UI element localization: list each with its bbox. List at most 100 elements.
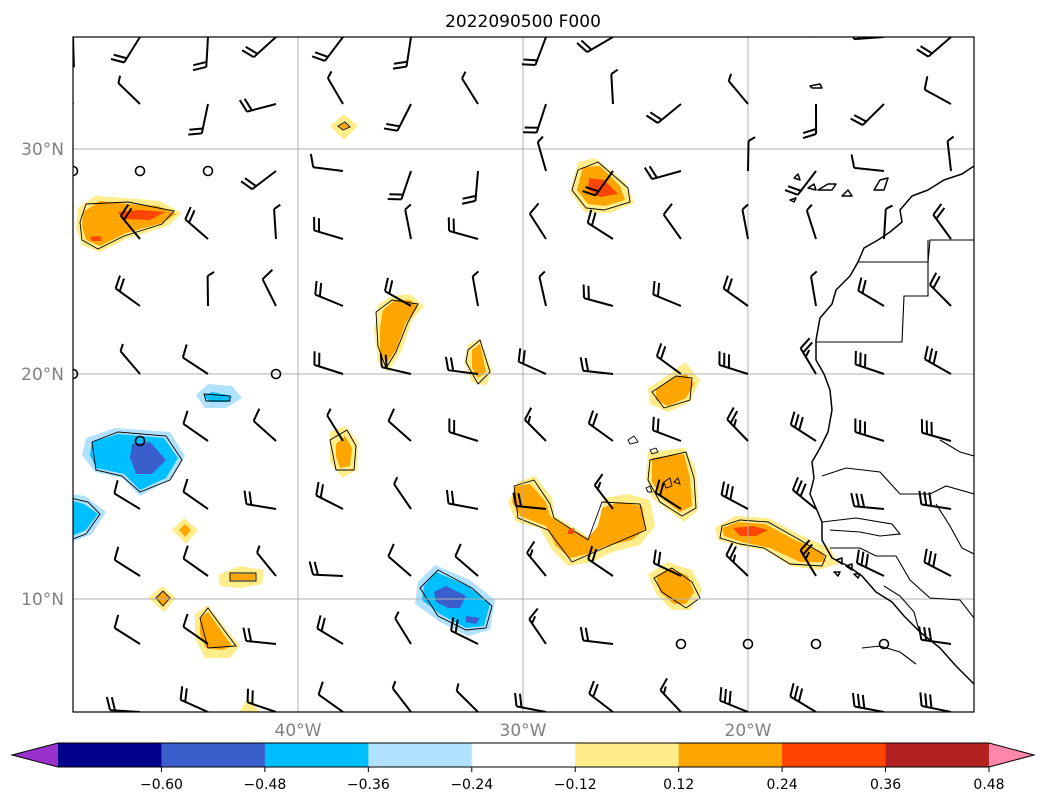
wind-barb bbox=[918, 626, 952, 645]
anomaly-region-positive bbox=[329, 426, 357, 478]
wind-barb bbox=[110, 37, 141, 64]
wind-barb bbox=[455, 683, 479, 712]
wind-barb bbox=[317, 681, 344, 712]
colorbar-tick-label: −0.12 bbox=[554, 777, 597, 793]
wind-barb bbox=[923, 345, 952, 375]
colorbar-tick-label: −0.24 bbox=[450, 777, 493, 793]
wind-barb bbox=[784, 170, 817, 196]
wind-barb bbox=[718, 351, 749, 375]
wind-barb bbox=[659, 677, 682, 712]
wind-barb bbox=[528, 202, 547, 240]
colorbar-extend-high bbox=[989, 743, 1034, 767]
wind-barb bbox=[517, 348, 547, 375]
colorbar-swatch bbox=[471, 743, 576, 767]
anomaly-region-negative bbox=[82, 428, 185, 496]
wind-barb bbox=[461, 71, 479, 105]
wind-barb bbox=[946, 135, 955, 172]
wind-barb bbox=[461, 170, 479, 205]
wind-barb bbox=[652, 280, 682, 307]
wind-barb bbox=[722, 275, 749, 307]
wind-barb bbox=[391, 680, 412, 712]
wind-barb bbox=[655, 343, 682, 375]
wind-barb bbox=[587, 410, 614, 442]
wind-barb bbox=[404, 203, 412, 240]
wind-barb bbox=[444, 356, 479, 375]
wind-barb bbox=[383, 103, 412, 132]
small-contours bbox=[627, 435, 681, 493]
wind-barb bbox=[587, 545, 614, 577]
wind-barb bbox=[188, 103, 209, 136]
wind-barb bbox=[240, 170, 277, 190]
wind-barb bbox=[243, 490, 277, 510]
wind-barb bbox=[182, 545, 209, 577]
wind-barb bbox=[113, 480, 141, 510]
wind-barb bbox=[182, 410, 209, 442]
wind-barb bbox=[445, 489, 479, 510]
wind-barb bbox=[181, 344, 209, 375]
wind-barb bbox=[316, 615, 344, 645]
wind-barb bbox=[799, 337, 817, 375]
wind-barb bbox=[850, 154, 885, 172]
wind-barb bbox=[192, 37, 209, 72]
wind-barb bbox=[315, 481, 344, 510]
wind-barb bbox=[932, 203, 952, 240]
colorbar-tick-label: 0.36 bbox=[870, 777, 901, 793]
wind-barb bbox=[394, 611, 412, 645]
coastline-africa bbox=[809, 165, 974, 685]
wind-barb bbox=[791, 476, 817, 510]
wind-barb bbox=[576, 37, 614, 54]
wind-barb bbox=[746, 37, 748, 38]
wind-barb bbox=[679, 37, 681, 38]
wind-barb bbox=[471, 270, 480, 307]
wind-barb bbox=[579, 357, 614, 375]
wind-barb bbox=[923, 76, 952, 105]
wind-calm-marker bbox=[270, 368, 282, 380]
map-area bbox=[73, 37, 974, 712]
wind-barb bbox=[805, 203, 817, 240]
wind-barb bbox=[645, 103, 682, 124]
wind-barb bbox=[725, 542, 749, 577]
axis-labels: 40°W 30°W 20°W 10°N 20°N 30°N bbox=[21, 140, 772, 741]
wind-barb bbox=[314, 280, 344, 307]
wind-barb bbox=[450, 617, 479, 645]
wind-barb bbox=[242, 627, 277, 645]
wind-barb bbox=[854, 350, 885, 375]
anomaly-region-positive bbox=[374, 294, 424, 372]
wind-barb bbox=[651, 416, 682, 442]
wind-barb bbox=[582, 170, 614, 197]
wind-barb bbox=[73, 37, 75, 69]
wind-calm-marker bbox=[810, 638, 822, 650]
wind-barb bbox=[855, 549, 885, 577]
wind-barb bbox=[726, 407, 749, 442]
wind-barb bbox=[799, 539, 817, 577]
wind-barb bbox=[920, 419, 952, 442]
anomaly-region-positive bbox=[172, 518, 198, 544]
wind-barb bbox=[447, 217, 479, 240]
wind-barb bbox=[313, 351, 344, 375]
anomaly-region-positive bbox=[330, 114, 358, 140]
wind-barb bbox=[523, 103, 547, 134]
wind-calm-marker bbox=[202, 165, 214, 177]
lon-tick-label: 20°W bbox=[725, 721, 772, 741]
colorbar-extend-low bbox=[12, 743, 58, 767]
wind-calm-marker bbox=[675, 638, 687, 650]
wind-calm-marker bbox=[73, 165, 79, 177]
colorbar-swatch bbox=[575, 743, 680, 767]
wind-barb bbox=[273, 203, 281, 240]
wind-barb bbox=[117, 75, 141, 105]
wind-barb bbox=[326, 408, 344, 442]
wind-calm-marker bbox=[134, 435, 146, 447]
wind-barb bbox=[238, 98, 277, 113]
wind-barb bbox=[252, 408, 277, 442]
wind-barb bbox=[523, 407, 547, 442]
islands bbox=[789, 83, 889, 579]
wind-barb bbox=[113, 546, 141, 577]
wind-barb bbox=[741, 203, 749, 240]
wind-barb bbox=[182, 613, 209, 645]
wind-barb bbox=[720, 481, 749, 510]
wind-barb bbox=[854, 418, 885, 442]
colorbar-swatch bbox=[264, 743, 369, 767]
wind-barb bbox=[383, 277, 412, 307]
wind-barb bbox=[654, 479, 682, 510]
